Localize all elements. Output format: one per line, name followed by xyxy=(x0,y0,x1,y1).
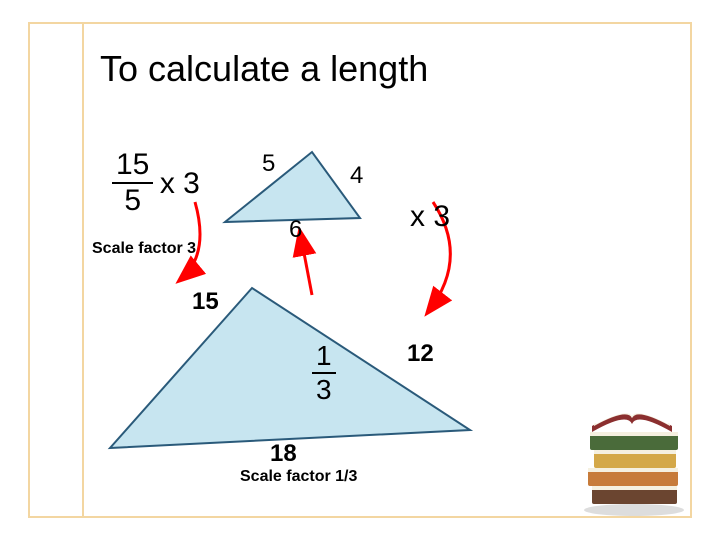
left-calc-den: 5 xyxy=(112,184,153,218)
left-scale-text: Scale factor 3 xyxy=(92,240,196,258)
large-tri-label-left: 15 xyxy=(192,288,219,316)
large-tri-label-right: 12 xyxy=(407,340,434,368)
right-calc-op: x 3 xyxy=(410,200,450,234)
small-tri-label-right: 4 xyxy=(350,162,363,190)
small-triangle xyxy=(225,152,360,222)
bottom-scale-text: Scale factor 1/3 xyxy=(240,468,357,486)
small-tri-label-left: 5 xyxy=(262,150,275,178)
center-frac-num: 1 xyxy=(312,340,336,374)
center-fraction: 1 3 xyxy=(312,340,336,406)
large-tri-label-bottom: 18 xyxy=(270,440,297,468)
center-frac-den: 3 xyxy=(312,374,336,406)
books-decoration xyxy=(562,348,692,518)
left-calc: 15 5 x 3 xyxy=(112,148,200,218)
small-tri-label-bottom: 6 xyxy=(289,216,302,244)
left-calc-op: x 3 xyxy=(160,167,200,200)
left-calc-num: 15 xyxy=(112,148,153,184)
large-triangle xyxy=(110,288,470,448)
